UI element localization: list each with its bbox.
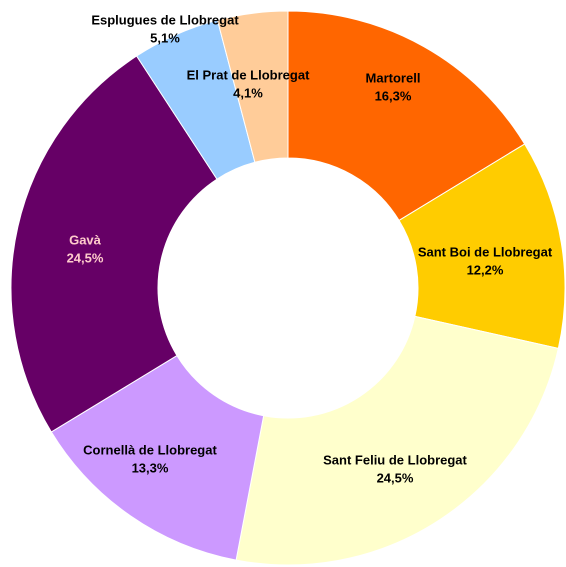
slice (235, 315, 559, 566)
slice (398, 143, 566, 350)
slice-value: 24,5% (67, 250, 104, 265)
slice-label: Sant Boi de Llobregat (418, 244, 553, 259)
slice-label: Esplugues de Llobregat (91, 12, 239, 27)
slice (50, 354, 265, 561)
slice-label: El Prat de Llobregat (187, 67, 310, 82)
slice (10, 55, 218, 433)
slice-value: 4,1% (233, 85, 263, 100)
slice-value: 13,3% (132, 460, 169, 475)
slice (216, 10, 289, 163)
slice-label: Cornellà de Llobregat (83, 442, 217, 457)
slice-label: Martorell (366, 70, 421, 85)
slice-value: 12,2% (467, 262, 504, 277)
slice-label: Sant Feliu de Llobregat (323, 452, 467, 467)
slice-value: 5,1% (150, 30, 180, 45)
slice-value: 24,5% (377, 470, 414, 485)
slice-value: 16,3% (375, 88, 412, 103)
slice (287, 10, 526, 222)
slice-label: Gavà (69, 232, 102, 247)
